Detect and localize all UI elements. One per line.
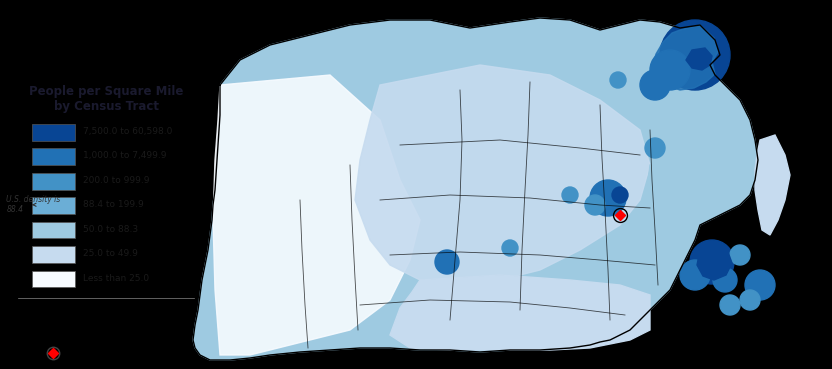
Polygon shape <box>648 155 720 210</box>
Polygon shape <box>652 25 718 90</box>
Text: Virginia Mean Center
of Population: Virginia Mean Center of Population <box>82 343 178 363</box>
Bar <box>32 246 75 263</box>
Bar <box>32 271 75 287</box>
Circle shape <box>562 187 578 203</box>
Polygon shape <box>686 48 712 70</box>
Polygon shape <box>697 245 732 280</box>
Circle shape <box>590 180 626 216</box>
Text: Less than 25.0: Less than 25.0 <box>82 274 149 283</box>
Text: 1,000.0 to 7,499.9: 1,000.0 to 7,499.9 <box>82 151 166 160</box>
Polygon shape <box>755 135 790 235</box>
Text: People per Square Mile
by Census Tract: People per Square Mile by Census Tract <box>29 85 183 113</box>
Circle shape <box>712 260 728 276</box>
Circle shape <box>690 240 734 284</box>
Bar <box>32 222 75 238</box>
Circle shape <box>713 268 737 292</box>
Bar <box>32 173 75 190</box>
Circle shape <box>650 50 690 90</box>
Circle shape <box>745 270 775 300</box>
Polygon shape <box>390 275 650 350</box>
Circle shape <box>740 290 760 310</box>
Text: 25.0 to 49.9: 25.0 to 49.9 <box>82 249 137 258</box>
Bar <box>32 124 75 141</box>
Bar <box>32 197 75 214</box>
Text: 7,500.0 to 60,598.0: 7,500.0 to 60,598.0 <box>82 127 172 136</box>
Polygon shape <box>213 75 420 355</box>
Circle shape <box>660 20 730 90</box>
Text: U.S. density is
88.4: U.S. density is 88.4 <box>7 195 61 214</box>
Text: 50.0 to 88.3: 50.0 to 88.3 <box>82 225 138 234</box>
Circle shape <box>730 245 750 265</box>
Circle shape <box>693 56 717 80</box>
Circle shape <box>435 250 459 274</box>
Text: 200.0 to 999.9: 200.0 to 999.9 <box>82 176 149 185</box>
Circle shape <box>645 138 665 158</box>
Text: 88.4 to 199.9: 88.4 to 199.9 <box>82 200 143 209</box>
Bar <box>32 148 75 165</box>
Circle shape <box>720 295 740 315</box>
Circle shape <box>502 240 518 256</box>
Circle shape <box>640 70 670 100</box>
Circle shape <box>612 187 628 203</box>
Polygon shape <box>355 65 650 285</box>
Polygon shape <box>193 18 758 360</box>
Circle shape <box>680 260 710 290</box>
Circle shape <box>585 195 605 215</box>
Text: County or City Boundary: County or City Boundary <box>82 311 194 320</box>
Circle shape <box>610 72 626 88</box>
